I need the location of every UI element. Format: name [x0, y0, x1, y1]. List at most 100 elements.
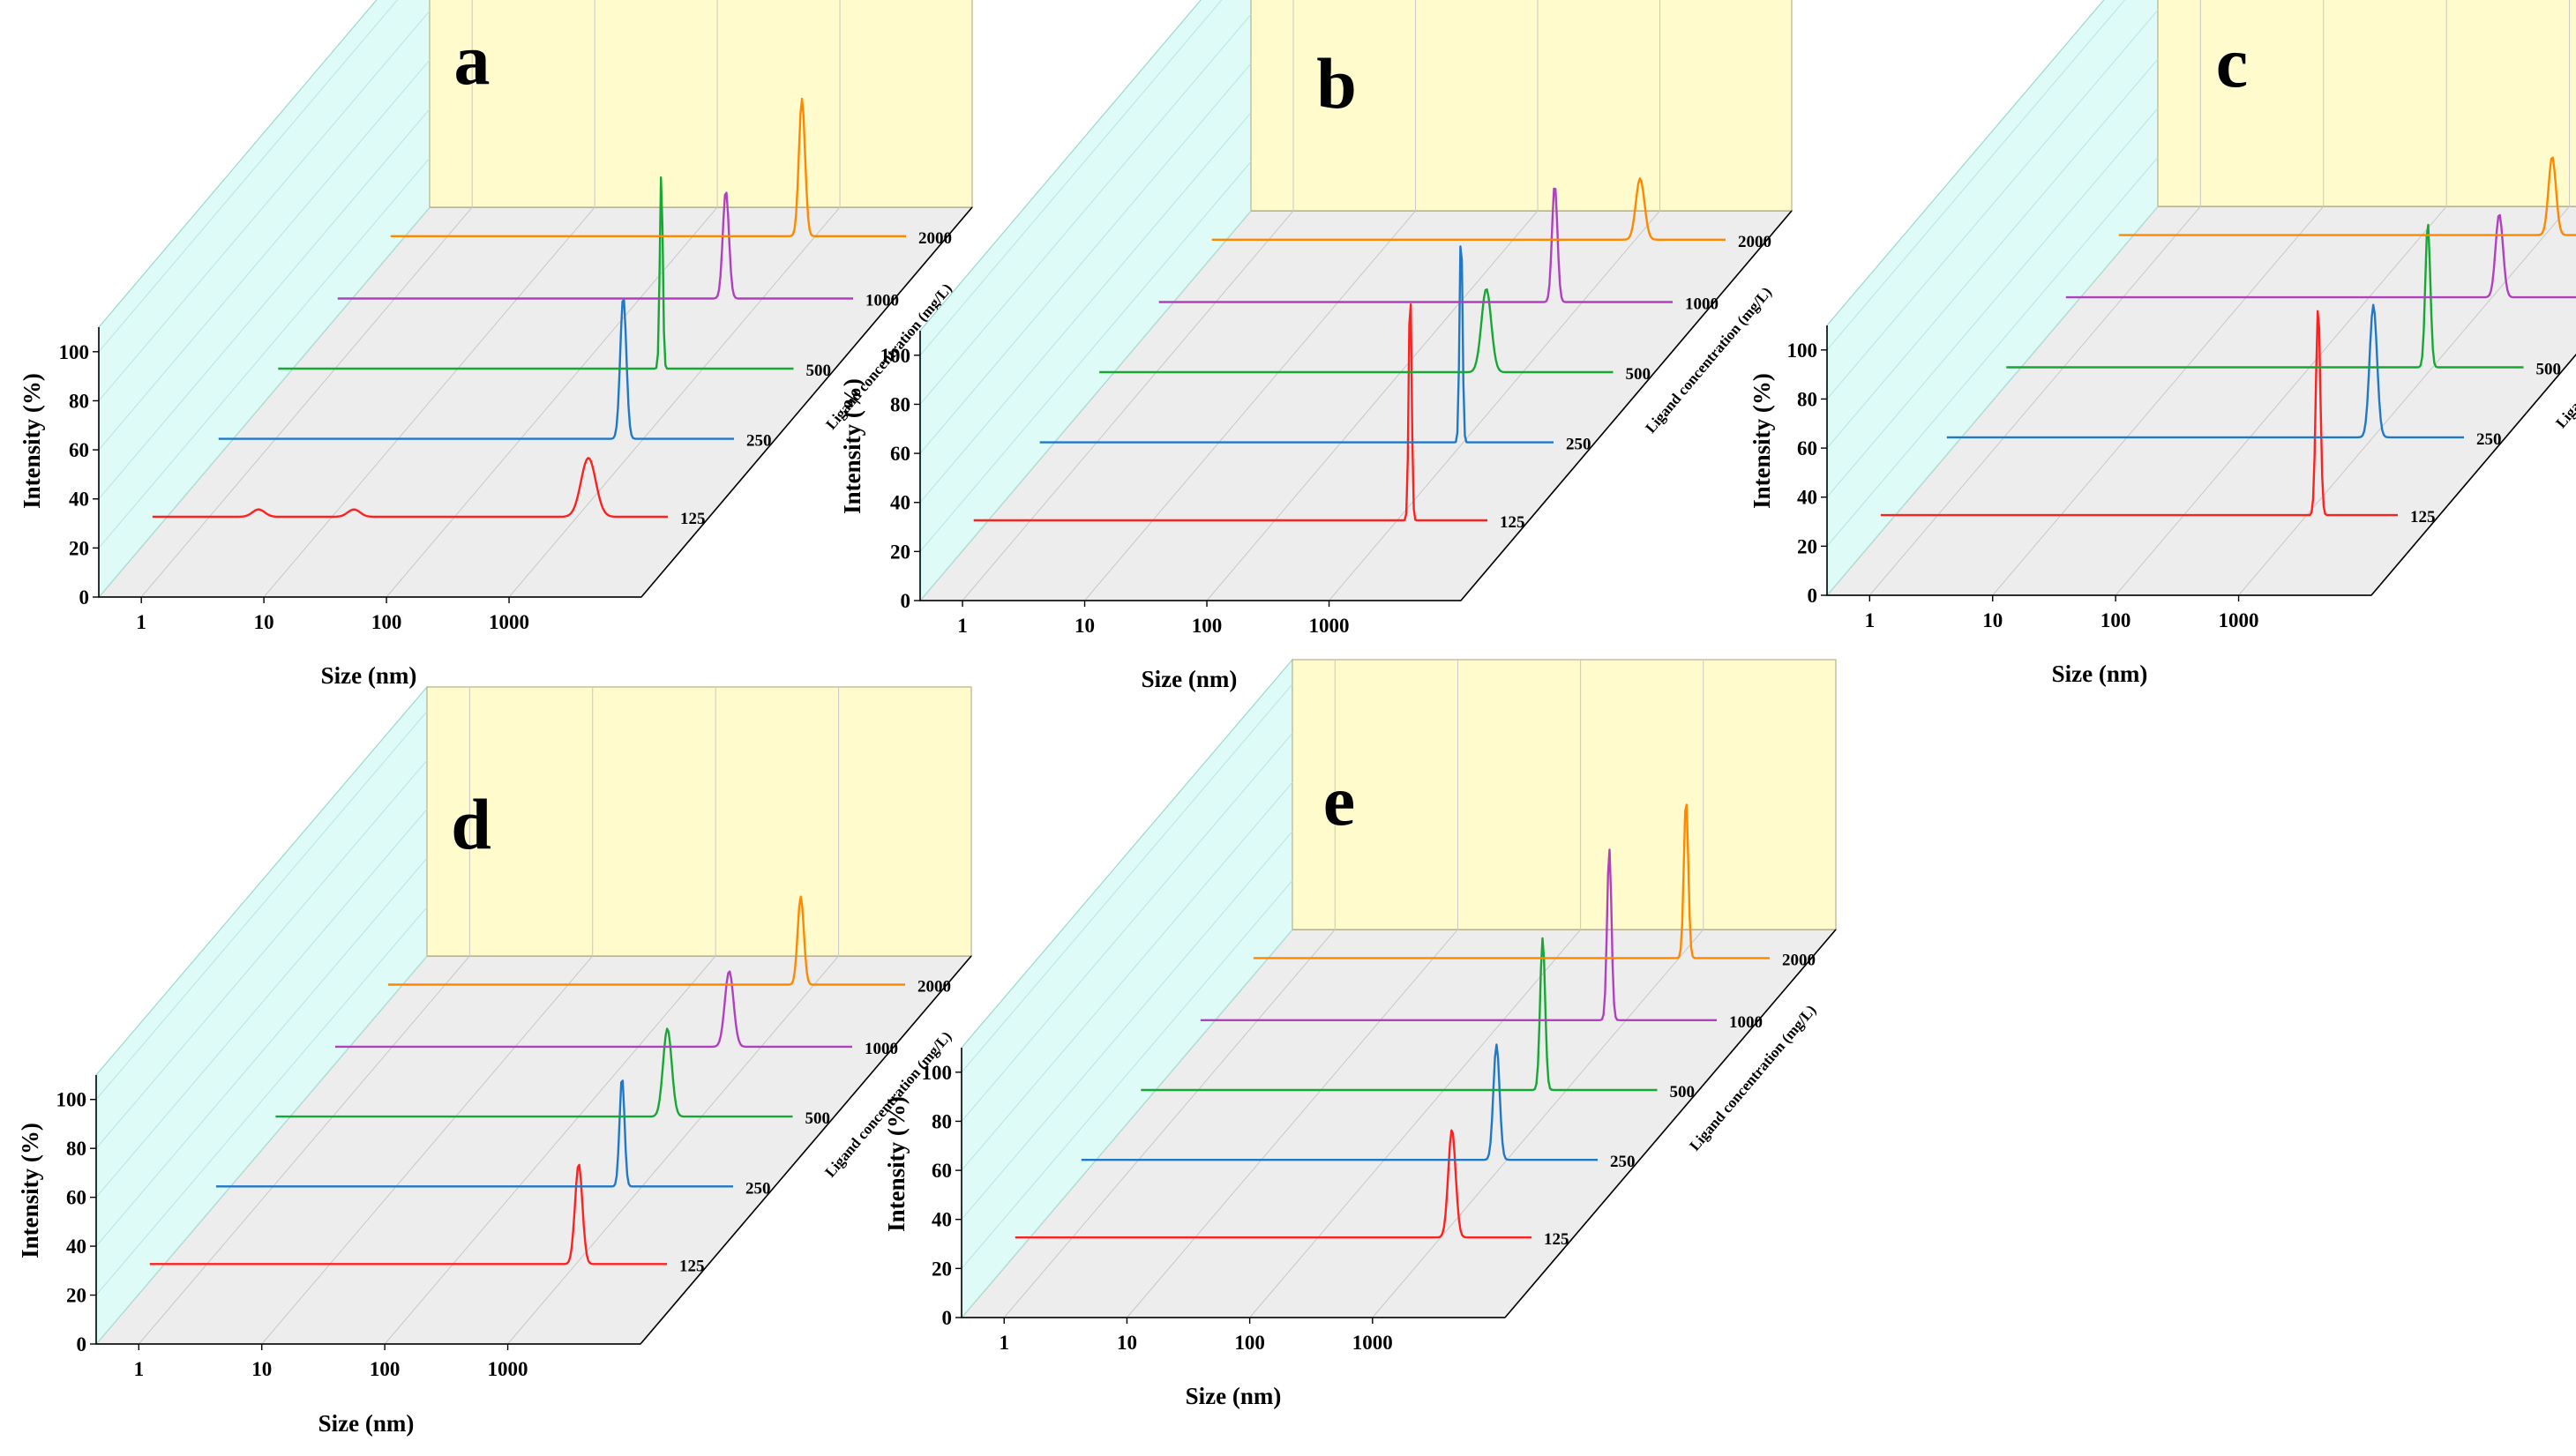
conc-label: 125: [2410, 508, 2436, 526]
y-tick-label: 80: [890, 393, 910, 415]
y-tick-label: 100: [880, 345, 911, 367]
conc-label: 125: [1544, 1230, 1569, 1249]
side-gridline: [919, 112, 1252, 504]
floor-gridline: [507, 955, 839, 1345]
y-tick-label: 20: [69, 537, 89, 559]
y-tick-label: 0: [79, 586, 90, 609]
floor-gridline: [1992, 205, 2325, 596]
floor-gridline: [2115, 205, 2447, 596]
x-tick-label: 10: [1982, 609, 2003, 631]
conc-label: 1000: [1685, 295, 1719, 314]
conc-label: 1000: [865, 292, 899, 310]
z-axis-line: [640, 955, 972, 1345]
x-tick-label: 1: [136, 611, 146, 633]
side-gridline: [961, 781, 1293, 1171]
floor-gridline: [1127, 929, 1458, 1318]
x-tick-label: 100: [2100, 609, 2131, 631]
conc-label: 250: [2476, 430, 2502, 449]
side-gridline: [919, 14, 1252, 405]
panel-label: e: [1323, 760, 1355, 840]
y-tick-label: 0: [77, 1333, 87, 1355]
y-tick-label: 80: [1797, 388, 1817, 410]
y-tick-label: 60: [1797, 437, 1817, 459]
floor-gridline: [1372, 929, 1704, 1318]
y-tick-label: 100: [56, 1089, 87, 1111]
y-tick-label: 0: [942, 1307, 953, 1329]
side-gridline: [95, 809, 428, 1198]
y-tick-label: 100: [59, 341, 90, 363]
floor-gridline: [138, 955, 470, 1345]
series-line-250: [215, 1079, 733, 1188]
floor-gridline: [1206, 210, 1539, 601]
back-wall: [426, 686, 972, 957]
series-line-2000: [390, 97, 906, 237]
z-axis-line: [640, 206, 973, 598]
series-line-2000: [387, 895, 905, 986]
conc-label: 500: [1670, 1083, 1696, 1101]
z-axis-line: [2370, 353, 2576, 596]
x-tick-label: 1000: [1309, 615, 1350, 637]
x-tick-label: 100: [1234, 1332, 1265, 1354]
floor-gridline: [1868, 205, 2201, 596]
y-tick-label: 100: [922, 1062, 953, 1084]
series-line-500: [275, 1027, 793, 1118]
conc-label: 500: [1626, 365, 1651, 384]
y-tick-label: 40: [69, 489, 89, 511]
series-line-2000: [1253, 803, 1770, 959]
side-gridline: [1826, 108, 2159, 498]
x-axis-title: Size (nm): [321, 662, 417, 689]
series-line-1000: [337, 191, 853, 300]
conc-label: 2000: [1738, 233, 1771, 251]
series-line-1000: [2065, 213, 2576, 299]
series-line-125: [1880, 310, 2398, 517]
x-axis-title: Size (nm): [318, 1410, 415, 1437]
y-tick-label: 40: [890, 492, 910, 514]
back-wall: [1292, 659, 1837, 930]
y-axis-title: Intensity (%): [883, 1096, 910, 1232]
x-tick-label: 1: [134, 1358, 145, 1380]
side-gridline: [961, 831, 1293, 1221]
floor-gridline: [1249, 929, 1582, 1318]
floor-gridline: [1084, 210, 1416, 601]
side-gridline: [95, 857, 428, 1247]
conc-label: 500: [805, 1109, 831, 1128]
conc-label: 500: [2536, 361, 2562, 379]
panel-b: 1 10 100 1000 0 20 40 60 80 100 125 250 500 1000 2000 S…: [839, 0, 1793, 692]
y-axis-title: Intensity (%): [1749, 373, 1775, 509]
side-gridline: [98, 108, 431, 500]
side-gridline: [961, 880, 1293, 1269]
y-tick-label: 60: [890, 443, 910, 465]
series-line-1000: [334, 970, 852, 1049]
y-tick-label: 20: [66, 1285, 86, 1307]
side-gridline: [1826, 157, 2159, 547]
side-gridline: [95, 759, 428, 1149]
z-axis-line: [1504, 929, 1837, 1318]
y-tick-label: 60: [932, 1160, 952, 1182]
floor-gridline: [263, 206, 595, 598]
x-axis-title: Size (nm): [2052, 661, 2148, 687]
series-line-500: [278, 175, 794, 370]
panel-c: 110100100002040608010012525050010002000S…: [1749, 0, 2576, 687]
side-gridline: [98, 59, 431, 451]
side-gridline: [95, 907, 428, 1295]
conc-label: 2000: [917, 978, 951, 997]
x-tick-label: 1000: [489, 611, 529, 633]
y-tick-label: 20: [932, 1258, 952, 1280]
series-line-250: [1081, 1043, 1598, 1161]
x-tick-label: 1000: [2219, 609, 2259, 631]
x-tick-label: 1: [957, 615, 968, 637]
side-gridline: [961, 929, 1293, 1318]
x-tick-label: 1000: [488, 1358, 528, 1380]
y-axis-title: Intensity (%): [17, 1123, 43, 1258]
x-tick-label: 10: [254, 611, 274, 633]
conc-label: 500: [806, 362, 832, 380]
series-line-500: [1141, 937, 1658, 1092]
series-line-2000: [1211, 177, 1726, 241]
side-gridline: [95, 711, 428, 1101]
back-wall: [1250, 0, 1793, 212]
series-line-125: [152, 457, 668, 519]
side-gridline: [919, 161, 1252, 552]
panel-label: d: [451, 784, 491, 864]
panel-label: b: [1316, 43, 1357, 123]
